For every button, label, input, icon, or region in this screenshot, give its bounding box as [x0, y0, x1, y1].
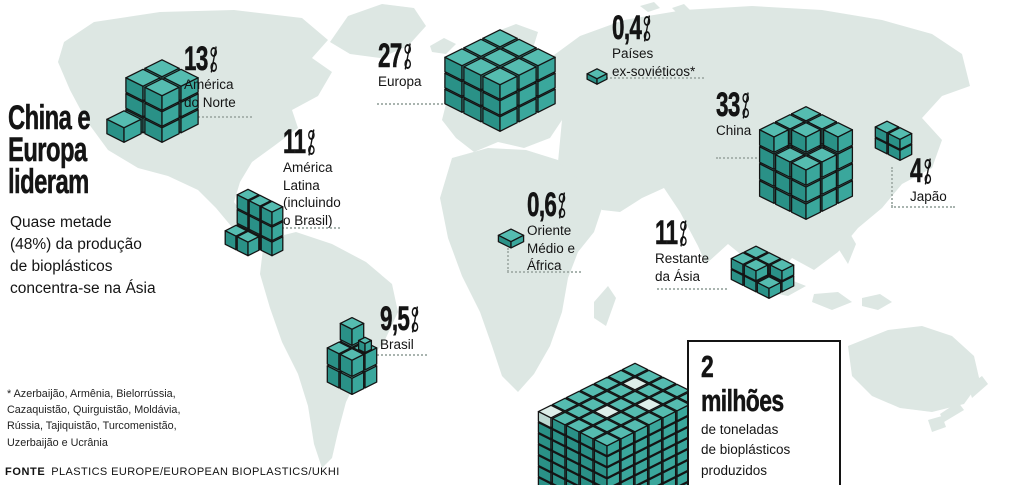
region-label: Países ex-soviéticos*	[612, 46, 696, 79]
total-callout: 2 milhões de toneladas de bioplásticos p…	[687, 340, 841, 485]
region-oriente-medio-africa: 0,6 Oriente Médio e África	[527, 188, 587, 275]
source-line: FONTE PLASTICS EUROPE/EUROPEAN BIOPLASTIC…	[5, 466, 340, 478]
region-value: 4	[910, 154, 934, 188]
leader-restante-asia	[657, 288, 727, 290]
page-title: China e Europa lideram	[8, 99, 91, 201]
region-value: 27	[378, 39, 413, 73]
source-text: PLASTICS EUROPE/EUROPEAN BIOPLASTICS/UKH…	[51, 466, 340, 478]
region-value: 0,4	[612, 11, 667, 45]
leader-japao-vertical	[891, 167, 893, 207]
leader-north-america	[146, 116, 252, 118]
region-value: 13	[184, 42, 219, 76]
leader-europa	[377, 103, 447, 105]
total-description: de toneladas de bioplásticos produzidos …	[701, 422, 791, 485]
page-subtitle: Quase metade (48%) da produção de bioplá…	[10, 214, 156, 297]
region-value: 11	[283, 125, 321, 159]
region-restante-da-asia: 11 Restante da Ásia	[655, 216, 710, 285]
region-brasil: 9,5 Brasil	[380, 302, 440, 354]
percent-icon	[643, 15, 652, 42]
percent-icon	[307, 129, 316, 156]
region-label: Brasil	[380, 337, 414, 352]
region-value: 9,5	[380, 302, 420, 336]
percent-icon	[558, 192, 567, 219]
leader-oriente-medio-vertical	[507, 248, 509, 272]
region-europa: 27 Europa	[378, 39, 430, 91]
leader-japao	[891, 206, 955, 208]
region-value: 0,6	[527, 188, 567, 222]
percent-icon	[411, 306, 420, 333]
region-value: 11	[655, 216, 691, 250]
leader-america-latina	[269, 227, 340, 229]
region-label: América do Norte	[184, 77, 236, 110]
percent-icon	[924, 158, 933, 185]
leader-ex-sovieticos	[598, 77, 704, 79]
percent-icon	[404, 43, 413, 70]
region-label: Japão	[910, 189, 947, 204]
region-america-do-norte: 13 América do Norte	[184, 42, 236, 111]
leader-brasil	[345, 354, 427, 356]
region-label: Europa	[378, 74, 422, 89]
percent-icon	[210, 46, 219, 73]
region-label: Restante da Ásia	[655, 251, 710, 284]
region-america-latina: 11 América Latina (incluindo o Brasil)	[283, 125, 341, 229]
source-label: FONTE	[5, 466, 46, 478]
percent-icon	[742, 92, 751, 119]
region-label: Oriente Médio e África	[527, 223, 576, 274]
leader-oriente-medio	[507, 271, 581, 273]
region-label: América Latina (incluindo o Brasil)	[283, 160, 341, 228]
leader-china	[716, 157, 768, 159]
total-value: 2 milhões	[701, 349, 785, 418]
footnote: * Azerbaijão, Armênia, Bielorrússia, Caz…	[7, 388, 181, 449]
region-japao: 4 Japão	[910, 154, 947, 206]
region-label: China	[716, 123, 752, 138]
region-china: 33 China	[716, 88, 768, 140]
region-paises-ex-sovieticos: 0,4 Países ex-soviéticos*	[612, 11, 696, 80]
region-value: 33	[716, 88, 751, 122]
percent-icon	[679, 220, 688, 247]
